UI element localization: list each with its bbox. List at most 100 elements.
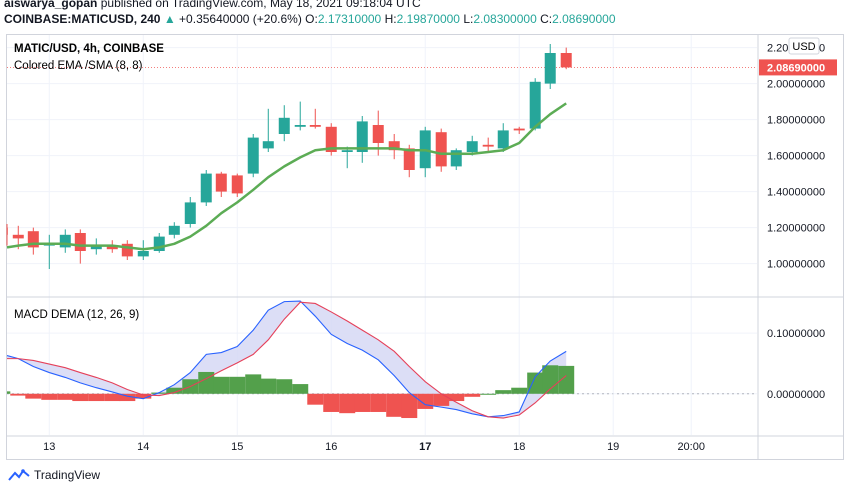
histogram-bar bbox=[151, 392, 168, 394]
currency-badge[interactable]: USD bbox=[788, 37, 820, 55]
candle-body bbox=[184, 202, 196, 224]
candle[interactable] bbox=[388, 134, 400, 160]
candle[interactable] bbox=[544, 44, 556, 89]
histogram-bar bbox=[213, 376, 230, 394]
candle[interactable] bbox=[294, 101, 306, 131]
macd-tick-label: 0.00000000 bbox=[767, 389, 825, 401]
candle-body bbox=[309, 125, 321, 127]
histogram-bar bbox=[417, 393, 434, 409]
candle[interactable] bbox=[356, 116, 368, 163]
candle-body bbox=[121, 243, 133, 257]
low-label: L: bbox=[463, 12, 474, 26]
candle-body bbox=[450, 150, 462, 167]
histogram-bar bbox=[260, 378, 277, 394]
y-axis: 2.200000002.000000001.800000001.60000000… bbox=[759, 43, 837, 401]
high-label: H: bbox=[384, 12, 397, 26]
macd-fill bbox=[7, 301, 567, 419]
grid-lines bbox=[7, 35, 757, 435]
author-name[interactable]: aiswarya_gopan bbox=[4, 0, 98, 10]
candle-body bbox=[137, 251, 149, 257]
change-arrow-icon: ▲ bbox=[163, 12, 176, 26]
candle[interactable] bbox=[325, 123, 337, 156]
candle[interactable] bbox=[435, 128, 447, 172]
candle-body bbox=[278, 117, 290, 134]
price-tick-label: 2.00000000 bbox=[767, 79, 825, 91]
histogram-bar bbox=[166, 387, 183, 394]
price-tick-label: 1.40000000 bbox=[767, 187, 825, 199]
candle[interactable] bbox=[278, 105, 290, 142]
candle[interactable] bbox=[121, 240, 133, 260]
x-tick-label: 15 bbox=[231, 441, 243, 453]
candle-body bbox=[466, 141, 478, 152]
open-label: O: bbox=[305, 12, 318, 26]
candle[interactable] bbox=[27, 227, 39, 255]
x-tick-label: 14 bbox=[137, 441, 149, 453]
candle-body bbox=[497, 130, 509, 149]
candle-body bbox=[262, 141, 274, 149]
candle[interactable] bbox=[247, 134, 259, 178]
candle[interactable] bbox=[59, 229, 71, 253]
candle-body bbox=[388, 141, 400, 151]
candle-body bbox=[231, 175, 243, 194]
candle[interactable] bbox=[513, 126, 525, 134]
candle-body bbox=[12, 234, 24, 239]
candle-body bbox=[294, 125, 306, 127]
last-price-badge bbox=[759, 59, 837, 76]
last-price-label: 2.08690000 bbox=[767, 62, 825, 74]
candle[interactable] bbox=[309, 108, 321, 129]
close-value: 2.08690000 bbox=[552, 12, 616, 26]
histogram-bar bbox=[448, 393, 465, 402]
signal-series-line bbox=[7, 301, 567, 419]
x-axis: 13 14 15 16 17 18 19 20:00 bbox=[43, 441, 705, 453]
candle[interactable] bbox=[215, 171, 227, 197]
histogram-bar bbox=[7, 391, 11, 394]
macd-tick-label: 0.10000000 bbox=[767, 328, 825, 340]
candle-body bbox=[341, 150, 353, 152]
histogram-bar bbox=[495, 390, 512, 394]
candle[interactable] bbox=[497, 123, 509, 152]
x-tick-label: 19 bbox=[607, 441, 619, 453]
histogram-bar bbox=[370, 393, 387, 412]
candle[interactable] bbox=[200, 170, 212, 206]
candle-body bbox=[560, 53, 572, 68]
candle[interactable] bbox=[231, 173, 243, 197]
histogram-bar bbox=[292, 384, 309, 394]
histogram-bar bbox=[511, 387, 528, 394]
histogram-bar bbox=[386, 393, 403, 417]
candle-body bbox=[90, 245, 102, 250]
candle-body bbox=[74, 233, 86, 251]
footer-brand[interactable]: TradingView bbox=[8, 466, 100, 484]
candle[interactable] bbox=[466, 135, 478, 156]
candle[interactable] bbox=[168, 222, 180, 239]
candle[interactable] bbox=[560, 47, 572, 70]
candle-body bbox=[106, 245, 118, 250]
change-value: +0.35640000 (+20.6%) bbox=[179, 12, 302, 26]
candle[interactable] bbox=[341, 146, 353, 169]
ohlc-line: COINBASE:MATICUSD, 240 ▲ +0.35640000 (+2… bbox=[4, 11, 616, 27]
histogram-bar bbox=[401, 393, 418, 419]
ema-line bbox=[6, 102, 567, 251]
candle[interactable] bbox=[450, 148, 462, 170]
histogram-bar bbox=[323, 393, 340, 412]
candle[interactable] bbox=[153, 233, 165, 253]
candle-body bbox=[200, 173, 212, 203]
candle[interactable] bbox=[6, 224, 8, 246]
candle-body bbox=[247, 137, 259, 174]
histogram-bar bbox=[104, 393, 121, 402]
candle[interactable] bbox=[482, 137, 494, 152]
price-tick-label: 1.00000000 bbox=[767, 259, 825, 271]
x-tick-label: 13 bbox=[43, 441, 55, 453]
histogram-bar bbox=[433, 393, 450, 406]
candle-body bbox=[482, 144, 494, 147]
candle[interactable] bbox=[529, 78, 541, 131]
candle[interactable] bbox=[262, 108, 274, 152]
published-text: published on TradingView.com, May 18, 20… bbox=[100, 0, 421, 10]
x-tick-label: 20:00 bbox=[677, 441, 705, 453]
low-value: 2.08300000 bbox=[473, 12, 537, 26]
x-tick-label: 16 bbox=[325, 441, 337, 453]
histogram-bar bbox=[198, 371, 215, 394]
chart-header: aiswarya_gopan published on TradingView.… bbox=[4, 0, 852, 34]
candle[interactable] bbox=[184, 197, 196, 228]
histogram-bar bbox=[10, 393, 27, 396]
